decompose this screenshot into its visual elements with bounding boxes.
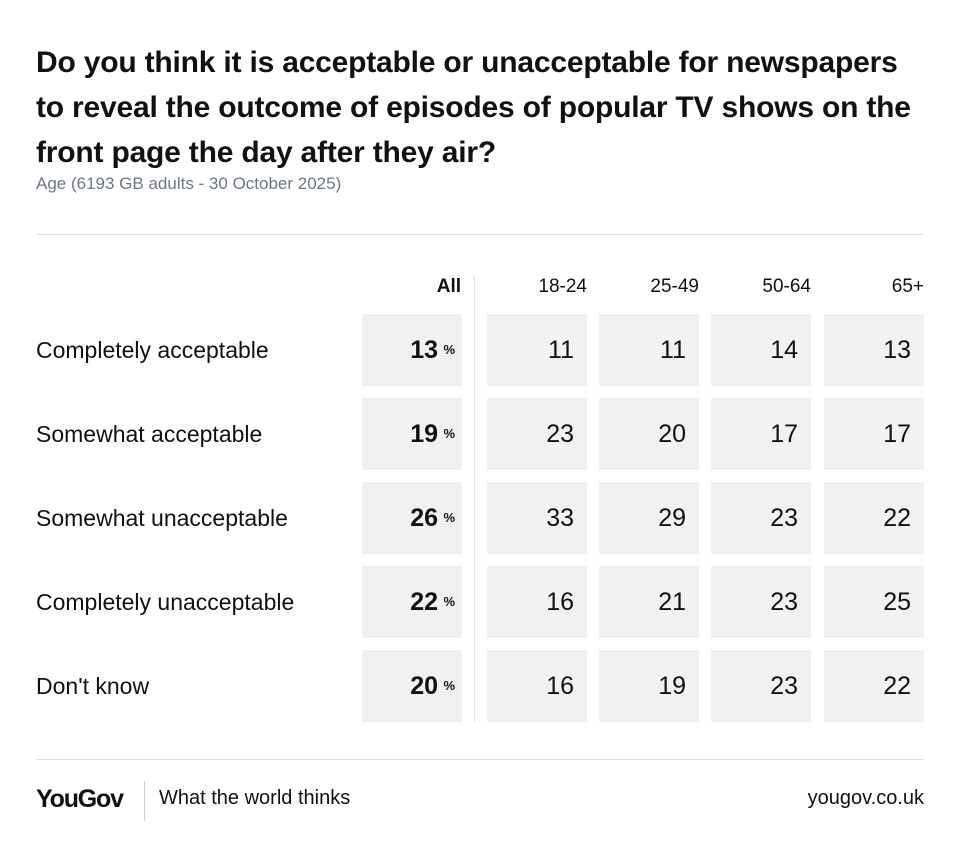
cell-value: 29 [658, 504, 686, 532]
row-label: Somewhat acceptable [36, 421, 263, 447]
age-value-cell: 22 [824, 650, 924, 722]
cell-value: 19 [658, 672, 686, 700]
cell-value: 25 [883, 588, 911, 616]
age-value-cell: 11 [487, 314, 587, 386]
cell-value: 14 [770, 336, 798, 364]
chart-title: Do you think it is acceptable or unaccep… [36, 46, 911, 169]
column-header: 50-64 [762, 276, 811, 297]
cell-value: 22 [883, 504, 911, 532]
cell-value: 23 [770, 504, 798, 532]
age-value-cell: 23 [711, 482, 811, 554]
cell-value: 13 [883, 336, 911, 364]
all-column-separator [474, 276, 475, 722]
age-value-cell: 17 [711, 398, 811, 470]
age-value-cell: 33 [487, 482, 587, 554]
age-value-cell: 17 [824, 398, 924, 470]
footer-separator [144, 781, 145, 821]
column-header: 25-49 [650, 276, 699, 297]
age-value-cell: 20 [599, 398, 699, 470]
column-header: 65+ [891, 276, 924, 297]
age-value-cell: 19 [599, 650, 699, 722]
age-value-cell: 22 [824, 482, 924, 554]
footer-tagline: What the world thinks [159, 787, 351, 809]
age-value-cell: 16 [487, 566, 587, 638]
age-value-cell: 11 [599, 314, 699, 386]
percent-sign: % [443, 594, 455, 609]
footer-url[interactable]: yougov.co.uk [807, 787, 924, 809]
cell-value: 23 [546, 420, 574, 448]
age-value-cell: 13 [824, 314, 924, 386]
row-label: Don't know [36, 673, 150, 699]
cell-value: 20 [658, 420, 686, 448]
cell-value: 22 [410, 588, 438, 616]
cell-value: 11 [548, 336, 574, 364]
cell-value: 22 [883, 672, 911, 700]
age-value-cell: 16 [487, 650, 587, 722]
top-divider [36, 234, 924, 235]
percent-sign: % [443, 510, 455, 525]
cell-value: 16 [546, 588, 574, 616]
age-value-cell: 25 [824, 566, 924, 638]
age-value-cell: 14 [711, 314, 811, 386]
cell-value: 13 [410, 336, 438, 364]
cell-value: 17 [770, 420, 798, 448]
cell-value: 11 [660, 336, 686, 364]
row-label: Completely acceptable [36, 337, 269, 363]
bottom-divider [36, 759, 924, 760]
cell-value: 33 [546, 504, 574, 532]
all-value-cell: 13% [362, 314, 462, 386]
cell-value: 26 [410, 504, 438, 532]
cell-value: 16 [546, 672, 574, 700]
all-value-cell: 26% [362, 482, 462, 554]
age-value-cell: 21 [599, 566, 699, 638]
row-label: Somewhat unacceptable [36, 505, 288, 531]
all-value-cell: 19% [362, 398, 462, 470]
cell-value: 20 [410, 672, 438, 700]
age-value-cell: 23 [487, 398, 587, 470]
cell-value: 21 [658, 588, 686, 616]
cell-value: 23 [770, 672, 798, 700]
cell-value: 17 [883, 420, 911, 448]
age-value-cell: 29 [599, 482, 699, 554]
row-label: Completely unacceptable [36, 589, 295, 615]
all-value-cell: 22% [362, 566, 462, 638]
percent-sign: % [443, 678, 455, 693]
percent-sign: % [443, 426, 455, 441]
column-header: 18-24 [538, 276, 587, 297]
column-header: All [436, 276, 461, 297]
chart-subtitle: Age (6193 GB adults - 30 October 2025) [36, 174, 342, 193]
age-value-cell: 23 [711, 566, 811, 638]
cell-value: 19 [410, 420, 438, 448]
age-value-cell: 23 [711, 650, 811, 722]
all-value-cell: 20% [362, 650, 462, 722]
yougov-logo: YouGov [36, 785, 124, 813]
percent-sign: % [443, 342, 455, 357]
cell-value: 23 [770, 588, 798, 616]
